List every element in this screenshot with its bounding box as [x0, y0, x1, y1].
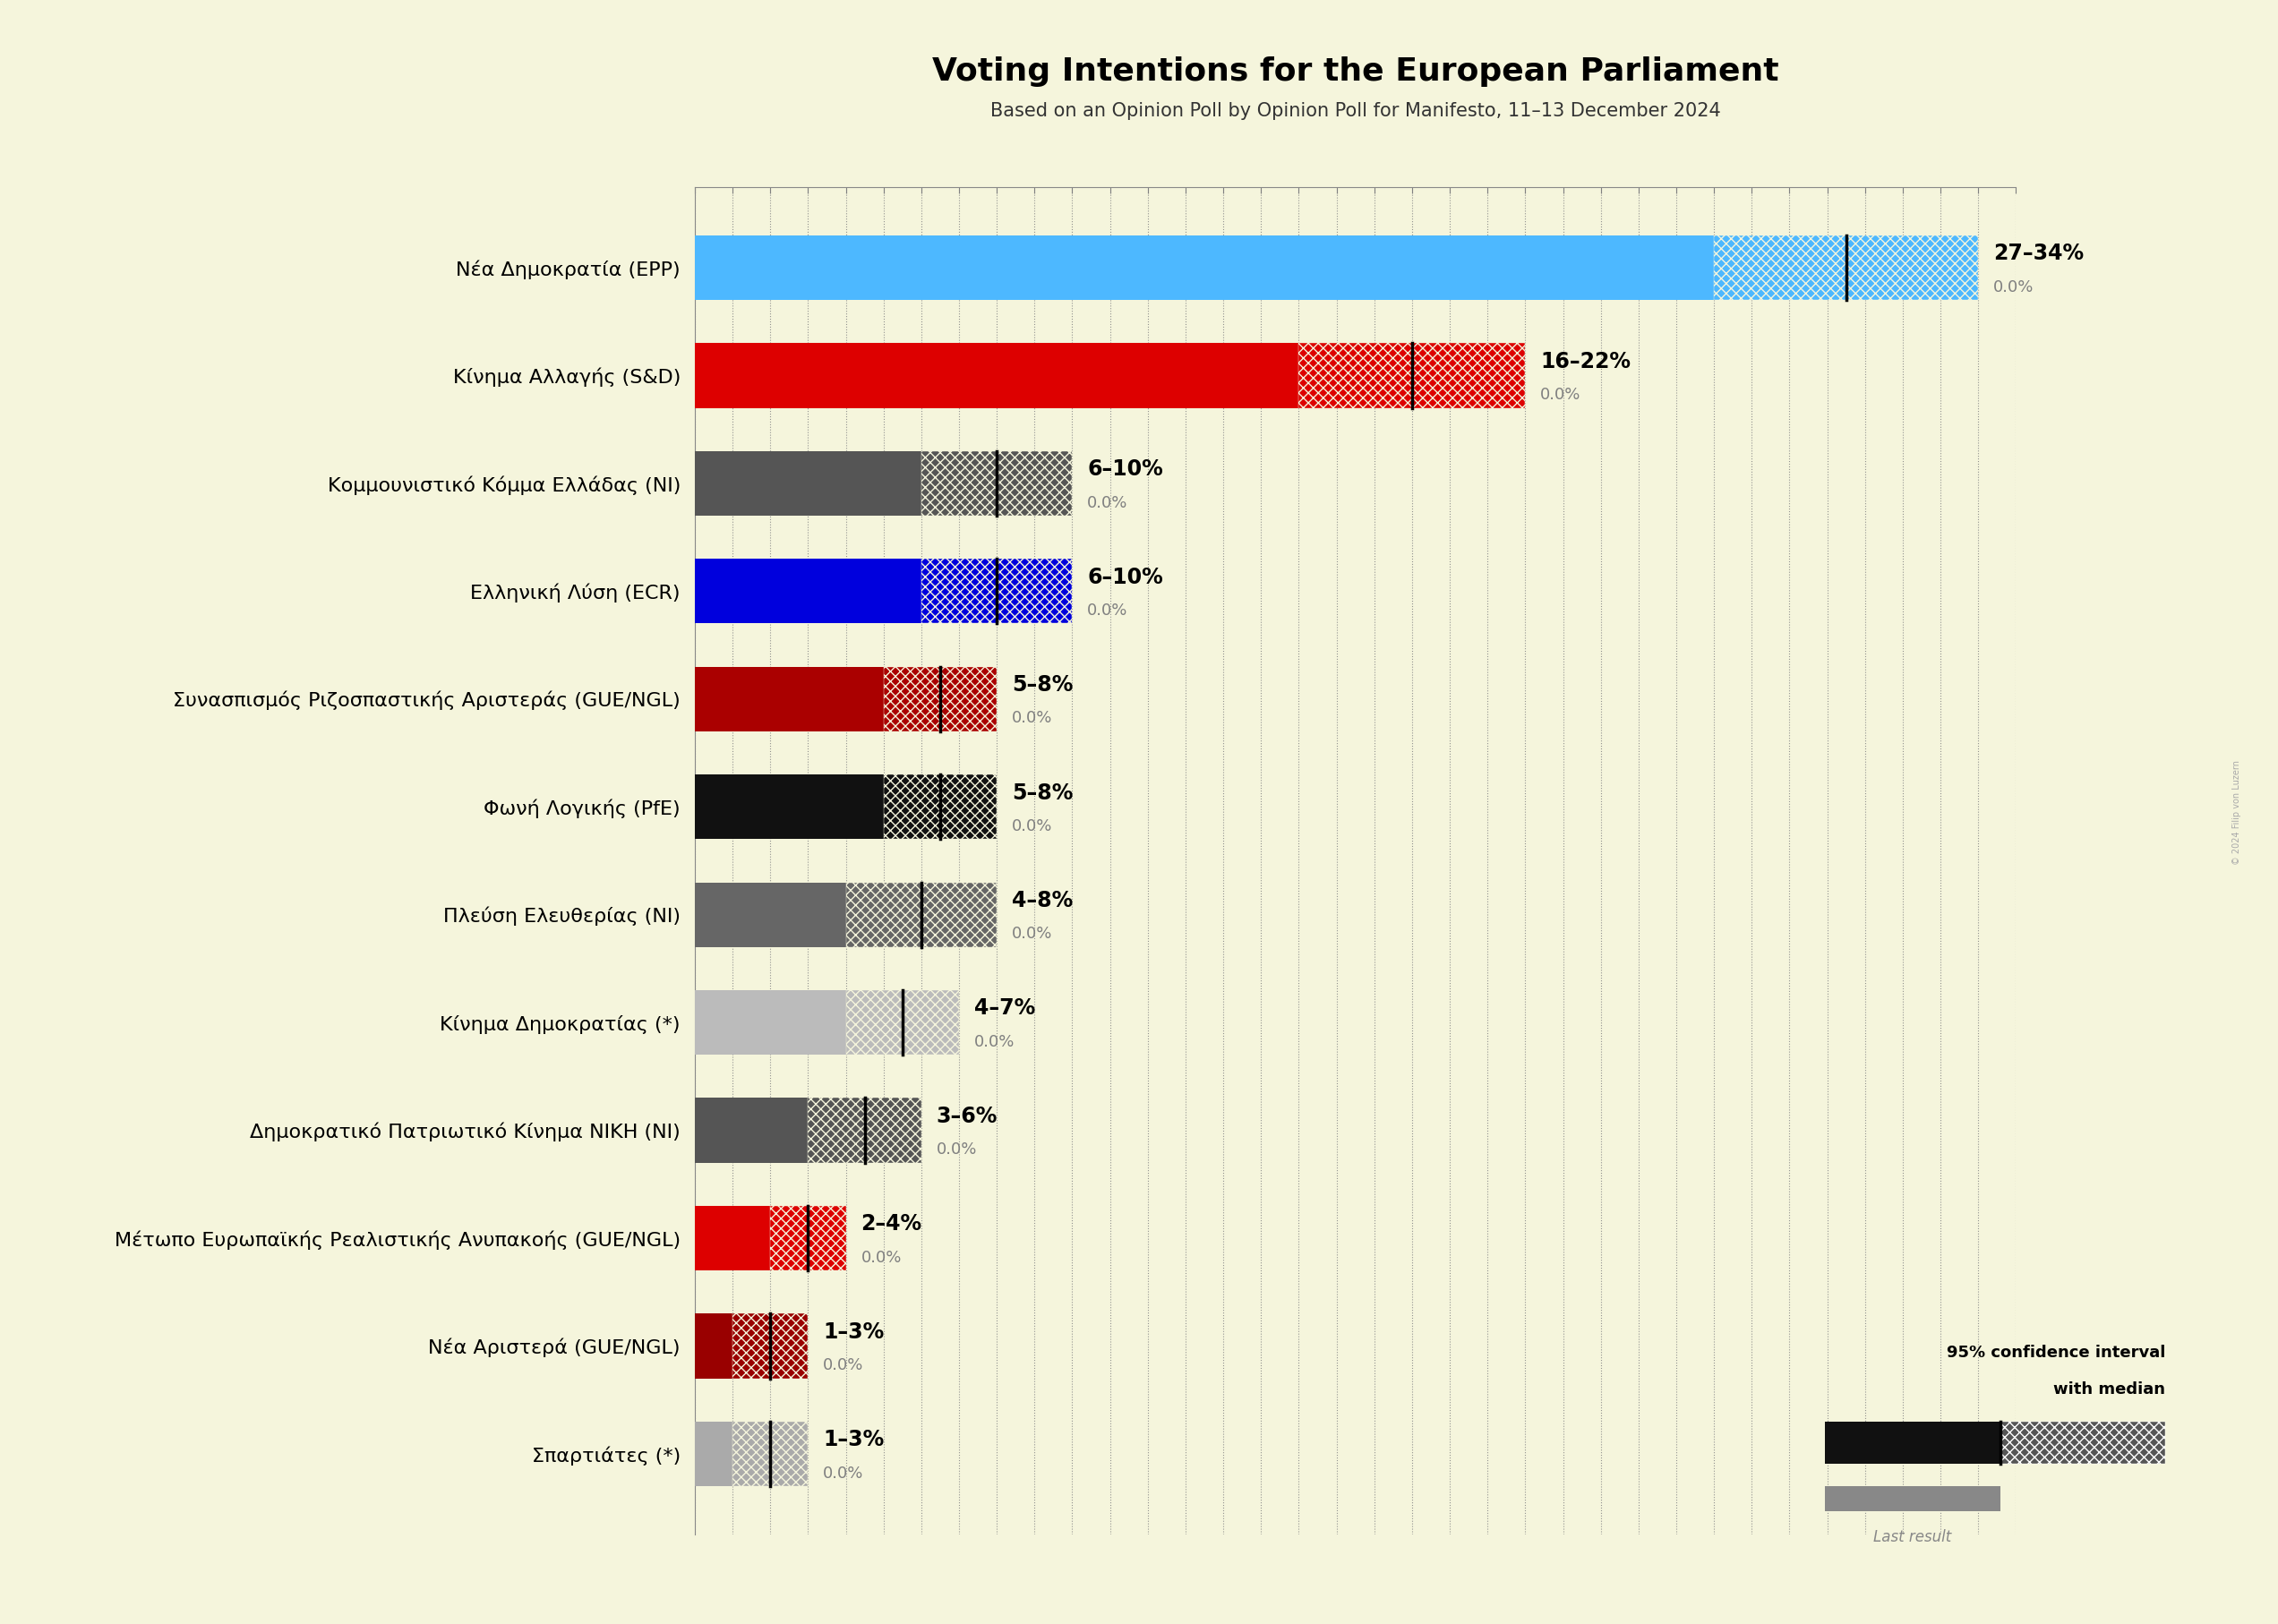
Text: 4–8%: 4–8%: [1011, 890, 1073, 911]
Text: 0.0%: 0.0%: [975, 1034, 1014, 1051]
Text: 0.0%: 0.0%: [1993, 279, 2034, 296]
Bar: [1825, 1486, 2000, 1512]
Bar: [845, 882, 998, 947]
Text: 0.0%: 0.0%: [1087, 495, 1128, 512]
Bar: [734, 1314, 809, 1379]
Text: 0.0%: 0.0%: [822, 1358, 863, 1374]
Bar: [695, 882, 845, 947]
Text: 3–6%: 3–6%: [936, 1106, 998, 1127]
Bar: [884, 666, 998, 731]
Bar: [809, 1098, 920, 1163]
Text: 6–10%: 6–10%: [1087, 567, 1164, 588]
Text: 1–3%: 1–3%: [822, 1322, 884, 1343]
Text: 27–34%: 27–34%: [1993, 244, 2084, 265]
Bar: [695, 235, 1713, 300]
Text: 0.0%: 0.0%: [1011, 926, 1052, 942]
Text: © 2024 Filip von Luzern: © 2024 Filip von Luzern: [2232, 760, 2242, 864]
Text: Voting Intentions for the European Parliament: Voting Intentions for the European Parli…: [932, 57, 1779, 88]
Text: 0.0%: 0.0%: [822, 1465, 863, 1481]
Bar: [695, 1098, 809, 1163]
Bar: [695, 343, 1298, 408]
Text: 4–7%: 4–7%: [975, 997, 1034, 1020]
Text: 0.0%: 0.0%: [861, 1249, 902, 1265]
Bar: [695, 991, 845, 1056]
Bar: [695, 1205, 770, 1270]
Text: 0.0%: 0.0%: [936, 1142, 977, 1158]
Text: 1–3%: 1–3%: [822, 1429, 884, 1450]
Text: 0.0%: 0.0%: [1011, 710, 1052, 726]
Text: with median: with median: [2052, 1382, 2166, 1398]
Text: 5–8%: 5–8%: [1011, 674, 1073, 695]
Bar: [695, 775, 884, 840]
Bar: [2000, 1421, 2166, 1463]
Bar: [695, 1421, 734, 1486]
Bar: [1298, 343, 1526, 408]
Text: 16–22%: 16–22%: [1540, 351, 1631, 372]
Text: 5–8%: 5–8%: [1011, 783, 1073, 804]
Text: Based on an Opinion Poll by Opinion Poll for Manifesto, 11–13 December 2024: Based on an Opinion Poll by Opinion Poll…: [991, 102, 1720, 120]
Bar: [884, 775, 998, 840]
Bar: [695, 451, 920, 516]
Text: 2–4%: 2–4%: [861, 1213, 923, 1234]
Bar: [695, 1314, 734, 1379]
Bar: [1825, 1421, 2000, 1463]
Text: 95% confidence interval: 95% confidence interval: [1948, 1345, 2166, 1361]
Bar: [770, 1205, 845, 1270]
Text: 6–10%: 6–10%: [1087, 458, 1164, 481]
Bar: [920, 451, 1073, 516]
Bar: [695, 666, 884, 731]
Bar: [695, 559, 920, 624]
Text: Last result: Last result: [1873, 1528, 1952, 1544]
Text: 0.0%: 0.0%: [1087, 603, 1128, 619]
Bar: [845, 991, 959, 1056]
Text: 0.0%: 0.0%: [1540, 387, 1581, 403]
Bar: [1713, 235, 1977, 300]
Text: 0.0%: 0.0%: [1011, 818, 1052, 835]
Bar: [920, 559, 1073, 624]
Bar: [734, 1421, 809, 1486]
